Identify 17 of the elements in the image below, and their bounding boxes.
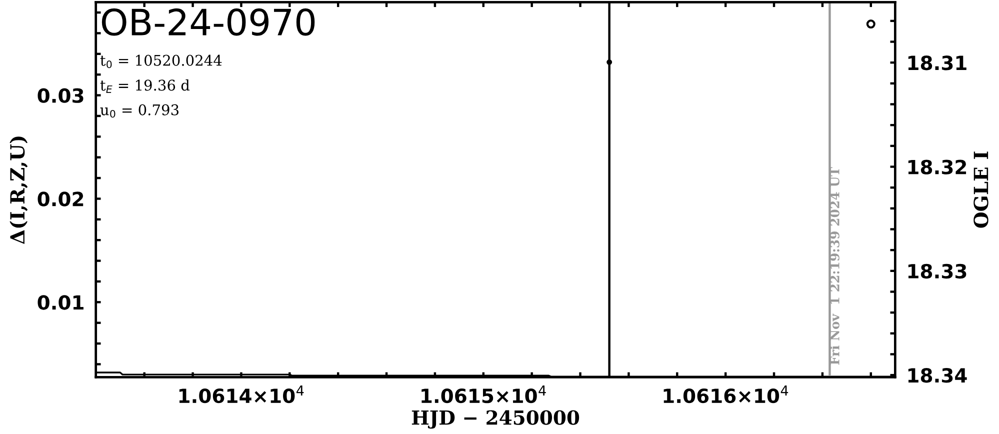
y-axis-title: Δ(I,R,Z,U) bbox=[10, 136, 28, 244]
y-tick-label: 0.01 bbox=[38, 295, 84, 310]
x-tick-label: 1.0616×10$^{4}$ bbox=[664, 386, 788, 404]
annotation: u$_{0}$ = 0.793 bbox=[100, 104, 178, 118]
y2-tick-label: 18.31 bbox=[908, 56, 966, 70]
y2-tick-label: 18.34 bbox=[908, 368, 967, 383]
y-tick-label: 0.02 bbox=[38, 192, 84, 206]
y2-tick-label: 18.32 bbox=[908, 160, 966, 174]
x-tick-label: 1.0614×10$^{4}$ bbox=[179, 386, 304, 404]
annotation: t$_{E}$ = 19.36 d bbox=[100, 79, 190, 93]
annotation: t$_{0}$ = 10520.0244 bbox=[100, 54, 222, 68]
x-tick-label: 1.0615×10$^{4}$ bbox=[422, 386, 546, 404]
y-tick-label: 0.03 bbox=[38, 88, 84, 103]
y2-tick-label: 18.33 bbox=[908, 264, 966, 279]
y2-axis-title: OGLE I bbox=[974, 152, 988, 228]
x-axis-title: HJD − 2450000 bbox=[412, 410, 580, 429]
chart-title: OB-24-0970 bbox=[102, 8, 315, 36]
